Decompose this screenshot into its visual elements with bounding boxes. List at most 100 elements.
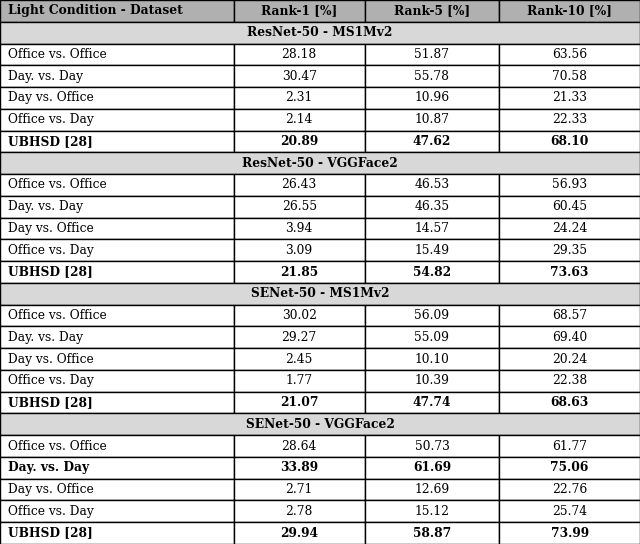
- Bar: [365, 305, 499, 326]
- Text: Office vs. Day: Office vs. Day: [8, 505, 93, 518]
- Text: UBHSD [28]: UBHSD [28]: [8, 527, 92, 540]
- Bar: [0, 218, 234, 239]
- Text: 73.99: 73.99: [550, 527, 589, 540]
- Bar: [0, 44, 234, 65]
- Text: Day. vs. Day: Day. vs. Day: [8, 461, 89, 474]
- Text: 55.09: 55.09: [415, 331, 449, 344]
- Bar: [499, 457, 640, 479]
- Text: 68.63: 68.63: [550, 396, 589, 409]
- Bar: [234, 370, 365, 392]
- Text: 2.78: 2.78: [285, 505, 313, 518]
- Bar: [0, 131, 234, 152]
- Text: 70.58: 70.58: [552, 70, 587, 83]
- Bar: [234, 305, 365, 326]
- Bar: [0, 348, 234, 370]
- Bar: [365, 65, 499, 87]
- Bar: [0, 0, 234, 22]
- Bar: [499, 261, 640, 283]
- Bar: [234, 479, 365, 500]
- Bar: [234, 44, 365, 65]
- Text: Day. vs. Day: Day. vs. Day: [8, 200, 83, 213]
- Bar: [499, 65, 640, 87]
- Text: 61.77: 61.77: [552, 440, 587, 453]
- Text: 3.09: 3.09: [285, 244, 313, 257]
- Text: Office vs. Office: Office vs. Office: [8, 440, 106, 453]
- Bar: [234, 392, 365, 413]
- Text: 28.64: 28.64: [282, 440, 317, 453]
- Bar: [365, 109, 499, 131]
- Bar: [234, 65, 365, 87]
- Bar: [499, 500, 640, 522]
- Bar: [0, 413, 640, 435]
- Bar: [499, 326, 640, 348]
- Text: 22.76: 22.76: [552, 483, 588, 496]
- Bar: [365, 392, 499, 413]
- Text: 2.14: 2.14: [285, 113, 313, 126]
- Bar: [365, 239, 499, 261]
- Text: SENet-50 - MS1Mv2: SENet-50 - MS1Mv2: [251, 287, 389, 300]
- Text: 50.73: 50.73: [415, 440, 449, 453]
- Bar: [499, 0, 640, 22]
- Text: 26.55: 26.55: [282, 200, 317, 213]
- Bar: [499, 131, 640, 152]
- Bar: [365, 457, 499, 479]
- Bar: [0, 22, 640, 44]
- Text: ResNet-50 - VGGFace2: ResNet-50 - VGGFace2: [242, 157, 398, 170]
- Text: 51.87: 51.87: [415, 48, 449, 61]
- Text: 21.07: 21.07: [280, 396, 319, 409]
- Text: 1.77: 1.77: [285, 374, 313, 387]
- Text: 29.27: 29.27: [282, 331, 317, 344]
- Bar: [234, 457, 365, 479]
- Text: 22.38: 22.38: [552, 374, 588, 387]
- Text: 26.43: 26.43: [282, 178, 317, 191]
- Bar: [234, 239, 365, 261]
- Text: 69.40: 69.40: [552, 331, 588, 344]
- Bar: [499, 348, 640, 370]
- Text: 68.10: 68.10: [550, 135, 589, 148]
- Text: UBHSD [28]: UBHSD [28]: [8, 265, 92, 279]
- Bar: [234, 109, 365, 131]
- Bar: [0, 305, 234, 326]
- Text: 22.33: 22.33: [552, 113, 587, 126]
- Text: ResNet-50 - MS1Mv2: ResNet-50 - MS1Mv2: [247, 26, 393, 39]
- Text: 25.74: 25.74: [552, 505, 587, 518]
- Bar: [234, 196, 365, 218]
- Text: 28.18: 28.18: [282, 48, 317, 61]
- Text: Day. vs. Day: Day. vs. Day: [8, 331, 83, 344]
- Text: Office vs. Office: Office vs. Office: [8, 309, 106, 322]
- Bar: [499, 522, 640, 544]
- Bar: [0, 479, 234, 500]
- Bar: [499, 479, 640, 500]
- Text: 75.06: 75.06: [550, 461, 589, 474]
- Text: 56.93: 56.93: [552, 178, 587, 191]
- Text: 30.02: 30.02: [282, 309, 317, 322]
- Bar: [234, 261, 365, 283]
- Bar: [0, 370, 234, 392]
- Text: 61.69: 61.69: [413, 461, 451, 474]
- Text: 55.78: 55.78: [415, 70, 449, 83]
- Bar: [234, 435, 365, 457]
- Text: Rank-5 [%]: Rank-5 [%]: [394, 4, 470, 17]
- Bar: [234, 326, 365, 348]
- Bar: [0, 283, 640, 305]
- Bar: [234, 522, 365, 544]
- Text: 24.24: 24.24: [552, 222, 588, 235]
- Text: Day. vs. Day: Day. vs. Day: [8, 70, 83, 83]
- Bar: [365, 326, 499, 348]
- Text: 10.87: 10.87: [415, 113, 449, 126]
- Bar: [499, 305, 640, 326]
- Bar: [499, 435, 640, 457]
- Bar: [234, 348, 365, 370]
- Text: 58.87: 58.87: [413, 527, 451, 540]
- Bar: [234, 218, 365, 239]
- Bar: [234, 131, 365, 152]
- Bar: [499, 109, 640, 131]
- Bar: [365, 174, 499, 196]
- Text: Rank-10 [%]: Rank-10 [%]: [527, 4, 612, 17]
- Text: 30.47: 30.47: [282, 70, 317, 83]
- Text: 46.35: 46.35: [415, 200, 449, 213]
- Text: 12.69: 12.69: [414, 483, 450, 496]
- Text: UBHSD [28]: UBHSD [28]: [8, 135, 92, 148]
- Text: Day vs. Office: Day vs. Office: [8, 483, 93, 496]
- Text: SENet-50 - VGGFace2: SENet-50 - VGGFace2: [246, 418, 394, 431]
